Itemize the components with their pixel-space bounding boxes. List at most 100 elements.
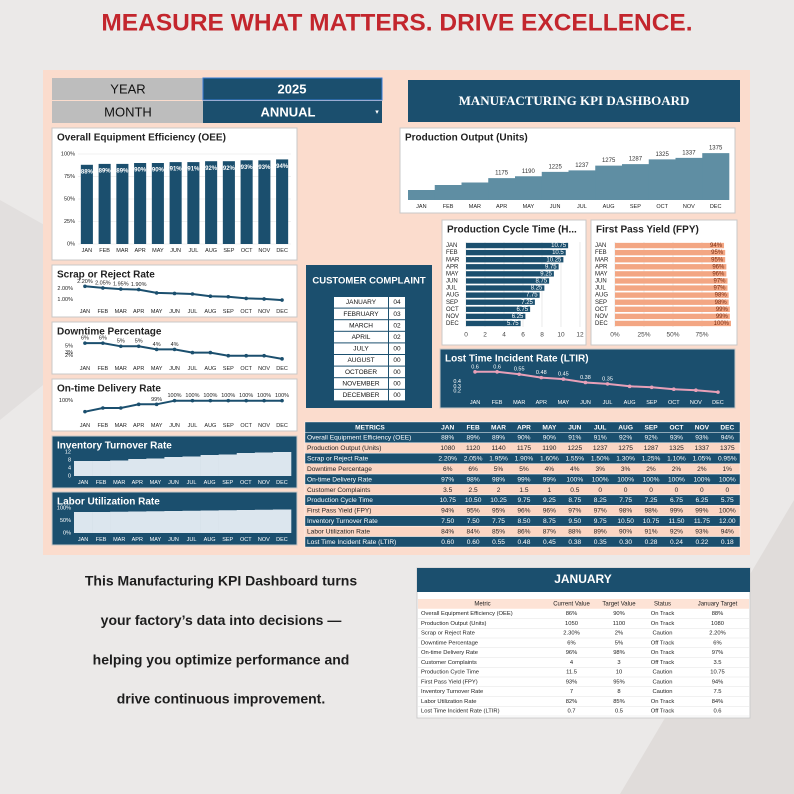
- category-label: NOV: [446, 314, 459, 320]
- year-label: YEAR: [110, 81, 145, 96]
- data-label: 5.75: [507, 321, 519, 327]
- x-tick-label: JUL: [188, 366, 198, 372]
- table-cell: 2%: [672, 466, 682, 473]
- x-tick-label: JAN: [80, 423, 90, 429]
- y-tick-label: 2.00%: [57, 286, 73, 292]
- data-label: 89%: [99, 168, 112, 174]
- x-tick-label: AUG: [205, 248, 217, 254]
- table-cell: 1.30%: [616, 456, 635, 463]
- point: [208, 398, 213, 403]
- january-cell: On Track: [651, 650, 675, 656]
- data-label: 99%: [716, 307, 729, 313]
- january-cell: 7.5: [713, 689, 721, 695]
- x-tick-label: JAN: [80, 309, 90, 315]
- bar: [98, 163, 111, 244]
- month-value[interactable]: ANNUAL: [261, 104, 316, 119]
- january-cell: 82%: [566, 699, 578, 705]
- bar: [615, 285, 728, 291]
- point: [154, 347, 159, 352]
- point: [627, 384, 632, 389]
- category-label: FEB: [595, 250, 607, 256]
- point: [244, 353, 249, 358]
- area-step: [164, 511, 183, 533]
- january-header: Current Value: [553, 601, 590, 607]
- table-cell: 93%: [695, 435, 708, 442]
- table-cell: 99%: [517, 476, 530, 483]
- table-cell: 98%: [492, 476, 505, 483]
- x-tick-label: OCT: [241, 248, 253, 254]
- table-cell: 0: [675, 487, 679, 494]
- point: [172, 291, 177, 296]
- year-cell[interactable]: [202, 77, 383, 101]
- complaint-cell: [334, 389, 388, 401]
- table-cell: 1190: [542, 445, 557, 452]
- complaint-cell: [334, 355, 388, 366]
- bar: [466, 285, 545, 291]
- data-label: 90%: [152, 168, 165, 174]
- complaint-cell: [389, 308, 405, 320]
- january-header: January Target: [698, 601, 738, 607]
- table-cell: 6%: [443, 466, 453, 473]
- category-label: APR: [595, 264, 608, 270]
- bar: [240, 160, 253, 244]
- table-cell: 87%: [543, 528, 556, 535]
- table-cell: 100%: [719, 476, 736, 483]
- x-tick-label: JUL: [188, 309, 198, 315]
- table-cell: 93%: [695, 528, 708, 535]
- data-label: 0.6: [471, 364, 479, 370]
- bar: [466, 299, 535, 305]
- january-cell: 95%: [613, 679, 625, 685]
- table-cell: 96%: [543, 508, 556, 515]
- point: [101, 406, 105, 410]
- table-header: MAY: [542, 424, 557, 431]
- y-tick-label: 3%: [65, 350, 73, 356]
- x-tick-label: JUN: [168, 480, 179, 486]
- table-cell: 0: [725, 487, 729, 494]
- complaint-cell: [334, 343, 388, 354]
- data-label: 8.75: [535, 279, 547, 285]
- x-tick-label: FEB: [492, 400, 503, 406]
- x-tick-label: SEP: [646, 400, 657, 406]
- complaint-count: 02: [393, 334, 401, 341]
- data-label: 0.45: [558, 372, 569, 378]
- x-tick-label: NOV: [258, 366, 270, 372]
- chart-title: On-time Delivery Rate: [57, 384, 161, 395]
- table-cell: 0: [598, 487, 602, 494]
- x-tick-label: JUL: [577, 204, 587, 210]
- area-step: [200, 455, 219, 476]
- january-cell: Caution: [653, 679, 673, 685]
- x-tick-label: NOV: [258, 480, 270, 486]
- x-tick-label: MAY: [151, 423, 163, 429]
- year-value[interactable]: 2025: [278, 81, 307, 96]
- chart-title: Production Cycle Time (H...: [447, 225, 577, 236]
- chart-title: Lost Time Incident Rate (LTIR): [445, 354, 589, 365]
- category-label: MAY: [595, 271, 608, 277]
- table-row: [304, 536, 741, 548]
- x-tick-label: FEB: [96, 537, 107, 543]
- chart-title: Inventory Turnover Rate: [57, 441, 172, 452]
- complaint-cell: [389, 355, 405, 366]
- category-label: JUN: [595, 279, 607, 285]
- data-label: 5%: [135, 339, 143, 345]
- month-cell[interactable]: [203, 101, 382, 123]
- bar: [615, 257, 726, 263]
- x-tick-label: OCT: [240, 480, 252, 486]
- january-cell: 94%: [712, 679, 724, 685]
- january-cell: 90%: [613, 611, 625, 617]
- table-cell: 0.22: [695, 539, 708, 546]
- table-cell: 1.55%: [565, 456, 584, 463]
- dropdown-arrow[interactable]: ▾: [375, 109, 379, 116]
- x-tick-label: MAY: [150, 480, 162, 486]
- x-tick-label: DEC: [276, 537, 288, 543]
- bar: [615, 271, 727, 277]
- table-cell: 7.50: [441, 518, 454, 525]
- line: [84, 285, 283, 302]
- x-tick-label: 0: [464, 332, 468, 339]
- january-cell: Off Track: [651, 640, 675, 646]
- x-tick-label: FEB: [98, 366, 109, 372]
- january-panel: [416, 567, 751, 719]
- point: [136, 287, 141, 292]
- bar: [466, 257, 564, 263]
- point: [495, 370, 499, 374]
- category-label: DEC: [446, 321, 459, 327]
